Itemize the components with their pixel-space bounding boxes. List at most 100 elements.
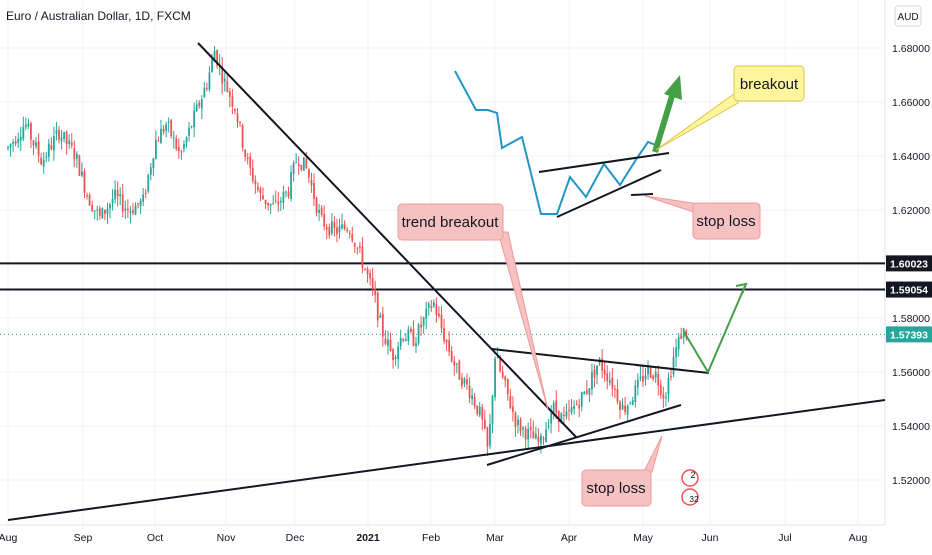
candle-body <box>96 209 99 211</box>
descending-trend-line[interactable] <box>197 42 577 438</box>
x-tick-label: Sep <box>74 532 93 544</box>
candle-body <box>37 141 40 156</box>
candle-body <box>241 125 244 148</box>
candle-body <box>121 194 124 212</box>
projected-path[interactable] <box>683 285 746 375</box>
x-tick-label: Mar <box>486 532 505 544</box>
candle-body <box>517 419 519 426</box>
x-tick-label: Aug <box>0 532 17 544</box>
candle-body <box>228 91 231 97</box>
pattern-sketch[interactable] <box>454 70 659 215</box>
sketch-stop-line[interactable] <box>630 193 654 196</box>
events-badge[interactable]: 2 32 <box>681 469 699 506</box>
candle-body <box>116 189 119 197</box>
candle-body <box>157 140 160 142</box>
candle-body <box>379 315 382 318</box>
candle-body <box>351 233 354 241</box>
candle-body <box>491 395 494 424</box>
candle-body <box>30 123 32 140</box>
candle-body <box>290 172 292 199</box>
sketch-lower-line[interactable] <box>556 169 662 218</box>
candle-body <box>251 167 254 181</box>
candle-body <box>53 135 55 151</box>
candle-body <box>591 372 593 390</box>
candle-body <box>109 204 111 209</box>
candle-body <box>346 229 349 232</box>
candle-body <box>132 210 134 214</box>
candle-body <box>504 376 507 381</box>
candle-body <box>644 375 647 380</box>
candle-body <box>483 419 486 429</box>
time-axis-ticks: Aug Sep Oct Nov Dec 2021 Feb Mar Apr May Jun Jul Aug <box>0 532 867 544</box>
breakout-arrow-shaft <box>652 95 675 153</box>
breakout-text: breakout <box>740 76 799 93</box>
candle-body <box>392 349 394 360</box>
candle-body <box>134 205 137 215</box>
candle-body <box>512 406 514 413</box>
candle-body <box>338 225 341 233</box>
candle-body <box>642 375 644 382</box>
candle-body <box>198 102 201 107</box>
candle-body <box>494 358 496 398</box>
candle-body <box>374 288 377 296</box>
candle-body <box>292 162 295 174</box>
breakout-note[interactable] <box>733 65 805 102</box>
wedge-lower-line[interactable] <box>486 404 682 466</box>
candle-body <box>496 357 499 359</box>
x-tick-label: Dec <box>286 532 305 544</box>
candle-body <box>234 109 236 111</box>
candle-body <box>647 365 649 375</box>
candle-body <box>231 96 234 107</box>
candle-body <box>509 396 512 408</box>
candle-body <box>348 232 351 234</box>
candle-body <box>98 208 101 216</box>
candle-body <box>662 394 665 399</box>
currency-button[interactable] <box>894 5 922 27</box>
trend-breakout-note[interactable] <box>397 203 504 241</box>
candle-body <box>611 378 614 389</box>
candle-body <box>532 431 535 439</box>
stop-loss-main-text: stop loss <box>586 480 645 497</box>
long-support-line[interactable] <box>7 399 886 521</box>
candle-body <box>499 357 502 372</box>
candle-body <box>410 328 412 332</box>
candle-body <box>88 194 91 206</box>
candle-body <box>152 158 155 169</box>
candle-body <box>578 405 581 409</box>
stop-loss-sketch-note[interactable] <box>692 202 761 240</box>
candle-body <box>203 87 206 98</box>
sketch-upper-line[interactable] <box>538 152 670 173</box>
candle-body <box>657 373 660 386</box>
stop-loss-main-note[interactable] <box>581 469 652 507</box>
candle-body <box>160 128 162 144</box>
candle-body <box>670 376 672 378</box>
candle-body <box>448 340 451 352</box>
candle-body <box>279 201 282 203</box>
candles <box>7 45 688 456</box>
candle-body <box>399 337 402 347</box>
candle-body <box>473 396 476 407</box>
price-axis[interactable] <box>885 0 932 550</box>
candle-body <box>677 336 680 350</box>
candle-body <box>608 380 611 383</box>
candle-body <box>236 113 239 123</box>
y-tick-label: 1.58000 <box>892 313 930 325</box>
event-icon-upper <box>681 469 699 487</box>
candle-body <box>415 343 417 347</box>
wedge-upper-line[interactable] <box>491 348 710 374</box>
candle-body <box>17 138 20 143</box>
candle-body <box>277 201 280 205</box>
level-label: 1.59054 <box>890 285 928 297</box>
candle-body <box>435 304 438 316</box>
candle-body <box>333 222 336 228</box>
candle-body <box>468 385 471 398</box>
candle-body <box>269 203 272 206</box>
candle-body <box>313 183 315 199</box>
candle-body <box>323 214 326 227</box>
candle-body <box>336 227 338 235</box>
candle-body <box>552 403 555 413</box>
candle-body <box>12 142 14 144</box>
candle-body <box>65 131 68 144</box>
candle-body <box>593 369 596 378</box>
candle-body <box>537 436 540 442</box>
